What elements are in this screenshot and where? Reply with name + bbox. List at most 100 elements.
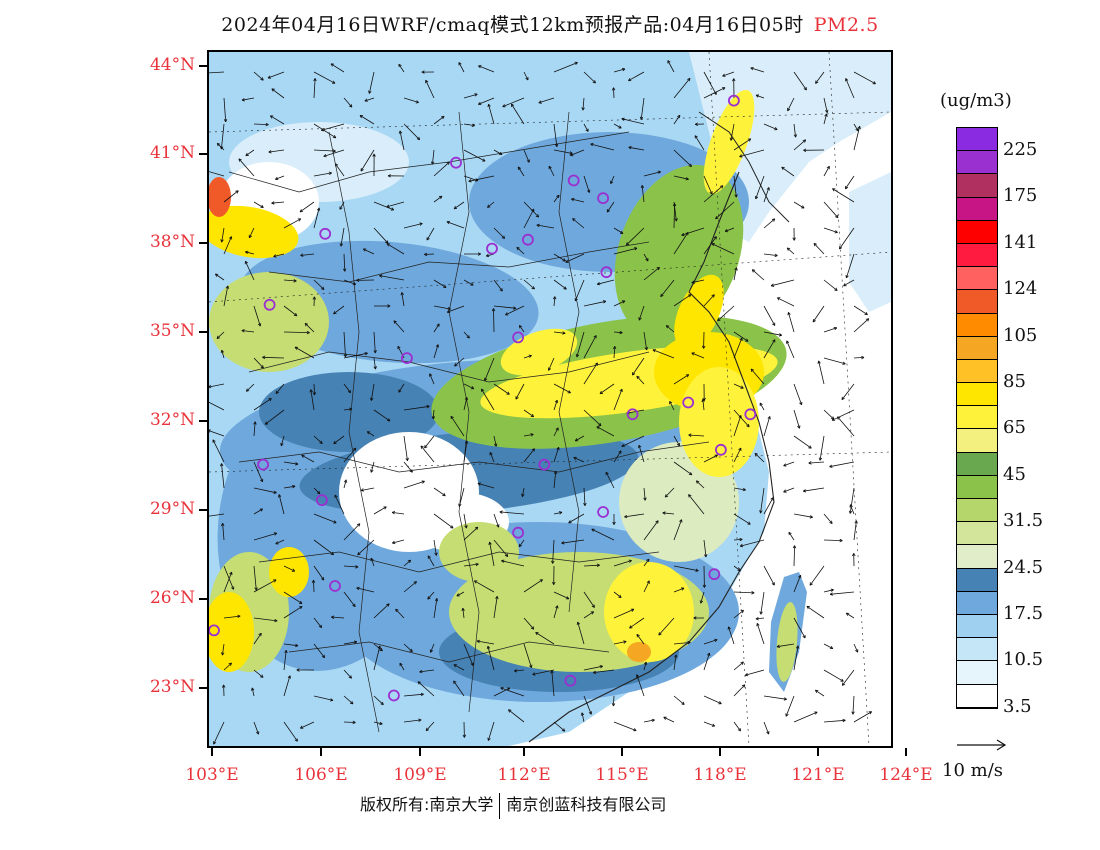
wind-arrow [373,331,377,354]
wind-arrow [275,175,285,181]
legend-color-swatch [957,151,997,175]
wind-arrow [845,78,855,99]
wind-arrow [463,562,479,567]
wind-arrow [673,149,692,167]
wind-arrow [793,513,813,519]
wind-arrow [393,320,405,333]
wind-arrow [516,246,525,255]
wind-arrow [733,591,755,595]
wind-arrow [395,608,405,619]
lon-tick [211,748,213,756]
wind-arrow [312,383,317,396]
wind-arrow [643,266,660,281]
wind-arrow [223,565,235,590]
pm25-field-patch [703,89,755,195]
lat-tick [199,65,207,67]
pm25-field-patch [259,372,439,452]
border-line [238,441,710,473]
wind-arrow [831,409,855,421]
wind-arrow [320,123,345,132]
wind-arrow [357,539,375,556]
wind-arrow [553,383,571,394]
wind-arrow [262,355,285,360]
wind-arrow [430,149,435,165]
wind-arrow [806,605,825,619]
wind-arrow [694,122,705,126]
wind-arrow [853,355,865,360]
wind-arrow [823,357,846,365]
wind-arrow [823,165,830,177]
wind-arrow [673,654,678,671]
wind-arrow [812,305,825,323]
wind-arrow [424,252,435,257]
lat-tick [199,509,207,511]
wind-arrow [523,643,533,668]
wind-arrow [403,559,412,567]
wind-arrow [793,645,800,671]
pm25-field-patch [209,177,231,217]
lon-label: 118°E [693,765,747,785]
legend-color-swatch [957,313,997,337]
wind-arrow [343,523,361,541]
wind-arrow [453,680,465,697]
legend-color-swatch [957,638,997,662]
wind-arrow [374,304,391,308]
legend-level-label: 105 [1003,324,1038,346]
wind-arrow [532,669,555,676]
wind-arrow [221,523,225,541]
wind-arrow [693,616,704,620]
wind-arrow [583,487,587,506]
wind-arrow [313,487,321,495]
wind-arrow [733,415,742,437]
wind-arrow [253,669,264,678]
wind-arrow [238,158,255,177]
wind-arrow [403,581,417,593]
wind-arrow [431,409,436,420]
wind-arrow [299,721,315,729]
wind-arrow [672,203,677,229]
wind-arrow [313,71,336,84]
wind-arrow [613,450,622,463]
wind-arrow [636,375,645,385]
wind-arrow [715,201,735,220]
lon-tick [621,748,623,756]
wind-arrow [552,565,556,585]
wind-arrow [493,595,499,619]
wind-arrow [756,623,765,645]
legend-color-swatch [957,290,997,314]
wind-arrow [763,187,770,203]
wind-arrow [379,274,405,281]
wind-arrow [429,643,435,653]
wind-arrow [583,409,602,427]
wind-arrow [223,236,233,255]
wind-arrow [343,331,348,358]
wind-arrow [553,279,567,290]
wind-arrow [487,103,495,125]
wind-arrow [841,669,855,686]
wind-arrow [599,383,615,395]
legend-level-label: 24.5 [1003,556,1044,578]
wind-arrow [662,511,675,515]
copyright-separator [499,792,501,819]
wind-arrow [703,638,718,645]
wind-arrow [253,357,264,369]
border-line [248,351,650,383]
wind-arrow [343,479,348,489]
wind-arrow [613,227,624,234]
wind-arrow [493,383,510,395]
wind-arrow [299,201,315,213]
wind-arrow [245,383,255,392]
wind-arrow [613,300,626,307]
wind-arrow [853,318,870,333]
title-species: PM2.5 [813,14,879,36]
wind-arrow [553,194,560,203]
wind-arrow [783,461,795,467]
wind-arrow [553,61,578,73]
wind-arrow [733,267,738,281]
wind-arrow [538,97,555,104]
wind-arrow [511,103,525,125]
wind-arrow [433,513,454,529]
wind-arrow [523,279,535,290]
wind-arrow [476,639,495,645]
wind-arrow [755,94,765,99]
